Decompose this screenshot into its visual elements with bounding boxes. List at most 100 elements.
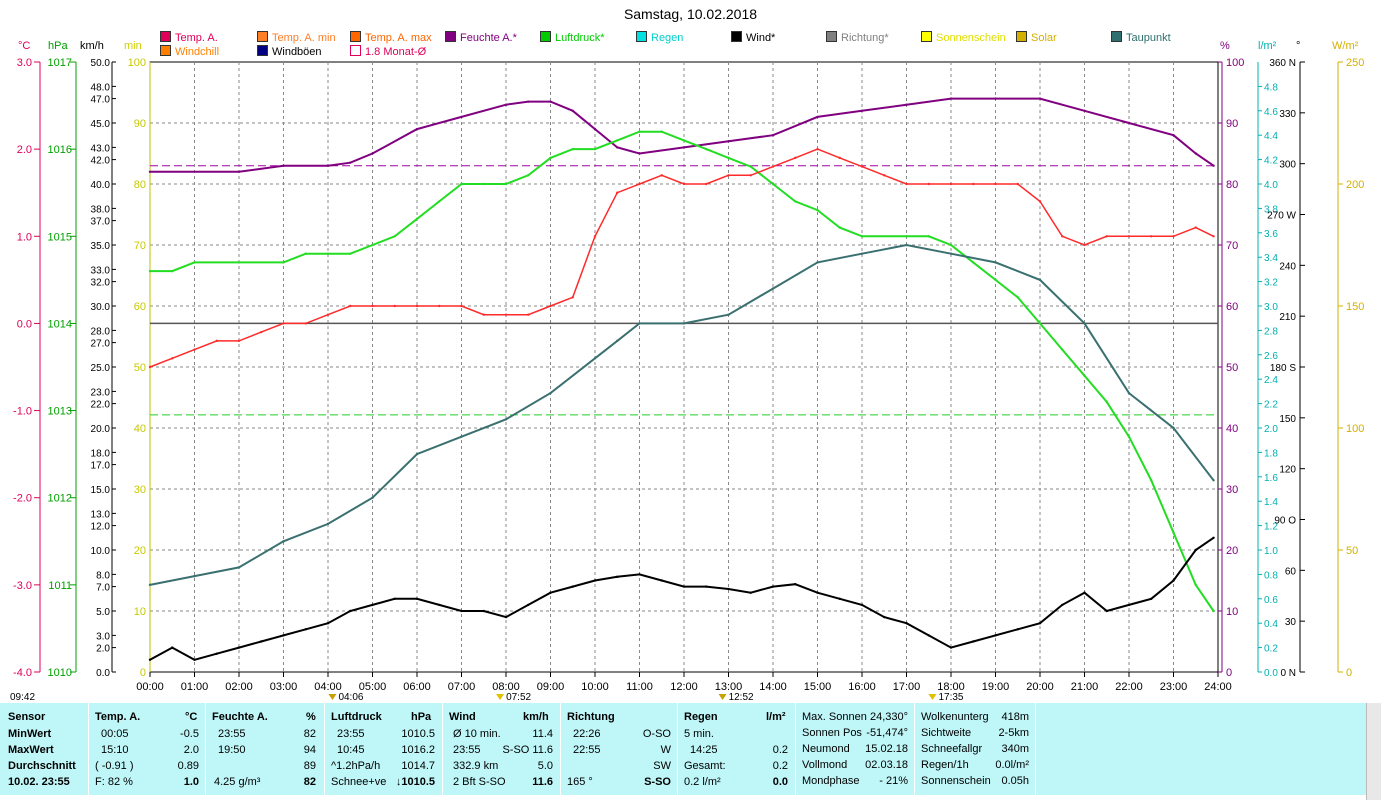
x-tick-label: 14:00	[759, 681, 787, 693]
pressure-tick-label: 1015	[48, 231, 72, 243]
extra-section: Wolkenunterg 418m Sichtweite 2-5km Schne…	[915, 703, 1035, 795]
x-tick-label: 22:00	[1115, 681, 1143, 693]
wind-point	[682, 585, 686, 588]
wind-unit: km/h	[523, 711, 549, 723]
humidity-tick-label: 0	[1226, 667, 1232, 679]
wind-run: 332.9 km	[453, 760, 499, 772]
moonset-label: 12:52	[729, 692, 754, 703]
taupunkt-point	[994, 261, 997, 264]
row-label-current: 10.02. 23:55	[8, 776, 70, 788]
sun-tick-label: 20	[134, 545, 146, 557]
temp-min-time: 00:05	[101, 728, 129, 740]
x-tick-label: 12:00	[670, 681, 698, 693]
wind-point	[1127, 603, 1131, 607]
temp-a-point	[482, 313, 485, 316]
direction-header: Richtung	[567, 711, 615, 723]
luftdruck-point	[482, 182, 485, 186]
taupunkt-point	[1038, 278, 1042, 282]
temp-tick-label: 3.0	[17, 57, 32, 69]
humidity-current-value: 82	[303, 776, 316, 788]
x-tick-label: 11:00	[626, 681, 653, 693]
luftdruck-point	[1172, 531, 1175, 534]
vertical-scrollbar[interactable]	[1366, 703, 1381, 800]
taupunkt-point	[616, 339, 619, 343]
rain-tick-label: 4.6	[1264, 107, 1278, 118]
temp-a-point	[504, 313, 508, 316]
taupunkt-point	[949, 252, 953, 255]
wind-tick-label: 35.0	[91, 241, 111, 252]
x-tick-label: 13:00	[715, 681, 743, 693]
luftdruck-point	[727, 156, 730, 160]
sun-tick-label: 80	[134, 179, 146, 191]
wind-point	[415, 597, 419, 600]
pressure-tick-label: 1010	[48, 667, 72, 679]
solar-tick-label: 100	[1346, 423, 1364, 435]
wind-point	[972, 640, 975, 643]
wind-point	[326, 622, 330, 625]
luftdruck-point	[1194, 583, 1197, 587]
direction-tick-label: 210	[1279, 312, 1296, 323]
feuchte-a-point	[994, 97, 997, 100]
luftdruck-point	[638, 130, 641, 133]
feuchte-a-point	[504, 103, 508, 106]
pressure-trend: ^1.2hPa/h	[331, 760, 381, 772]
temp-a-point	[927, 182, 930, 186]
solar-tick-label: 200	[1346, 179, 1364, 191]
humidity-min-value: 82	[303, 728, 316, 740]
wind-tick-label: 37.0	[91, 217, 111, 228]
wind-tick-label: 3.0	[96, 631, 110, 642]
temp-a-point	[771, 165, 775, 168]
rain-5min-label: 5 min.	[684, 728, 714, 740]
luftdruck-point	[1038, 322, 1042, 325]
feuchte-a-point	[326, 164, 330, 167]
wind-tick-label: 8.0	[96, 570, 110, 581]
wind-tick-label: 23.0	[91, 387, 111, 398]
feuchte-a-point	[638, 152, 641, 155]
taupunkt-point	[1083, 322, 1086, 325]
direction-tick-label: 30	[1285, 617, 1297, 628]
sun-tick-label: 90	[134, 118, 146, 130]
rain-tick-label: 1.6	[1264, 473, 1278, 484]
wind-tick-label: 47.0	[91, 95, 111, 106]
luftdruck-point	[816, 208, 819, 212]
temp-unit: °C	[185, 711, 198, 723]
taupunkt-point	[682, 322, 686, 325]
temp-a-point	[682, 182, 686, 186]
luftdruck-point	[794, 200, 797, 203]
x-tick-label: 10:00	[581, 681, 609, 693]
wind-point	[1038, 622, 1042, 625]
x-tick-label: 01:00	[181, 681, 209, 693]
luftdruck-point	[171, 269, 174, 273]
luftdruck-point	[593, 147, 597, 151]
feuchte-a-point	[949, 97, 953, 100]
wind-point	[705, 585, 708, 588]
legend-pressure: Luftdruck*	[540, 31, 605, 44]
direction-tick-label: 330	[1279, 109, 1296, 120]
rain-max-value: 0.2	[772, 744, 788, 756]
wind-current-value: 11.6	[532, 776, 553, 788]
wind-section: Wind km/h Ø 10 min. 11.4 23:55 S-SO 11.6…	[443, 703, 560, 795]
temp-a-point	[148, 365, 152, 369]
luftdruck-point	[905, 235, 908, 238]
legend-swatch	[350, 31, 361, 42]
rain-tick-label: 0.0	[1264, 668, 1278, 679]
solar-tick-label: 50	[1346, 545, 1358, 557]
luftdruck-point	[415, 217, 419, 221]
rain-tick-label: 1.2	[1264, 522, 1278, 533]
taupunkt-point	[193, 574, 196, 578]
wind-point	[148, 658, 152, 661]
rain-section: Regen l/m² 5 min. 14:25 0.2 Gesamt: 0.2 …	[678, 703, 795, 795]
rain-tick-label: 3.6	[1264, 229, 1278, 240]
temp-a-point	[749, 174, 752, 177]
pressure-unit: hPa	[411, 711, 432, 723]
temp-a-point	[282, 322, 285, 325]
wind-point	[616, 575, 619, 579]
x-tick-label: 05:00	[359, 681, 387, 693]
rain-tick-label: 3.2	[1264, 278, 1278, 289]
temp-a-point	[1083, 243, 1086, 247]
temp-min-value: -0.5	[180, 728, 199, 740]
luftdruck-point	[148, 269, 152, 273]
direction-value-1: O-SO	[642, 728, 671, 740]
temp-a-point	[660, 174, 663, 177]
wind-tick-label: 42.0	[91, 156, 111, 167]
